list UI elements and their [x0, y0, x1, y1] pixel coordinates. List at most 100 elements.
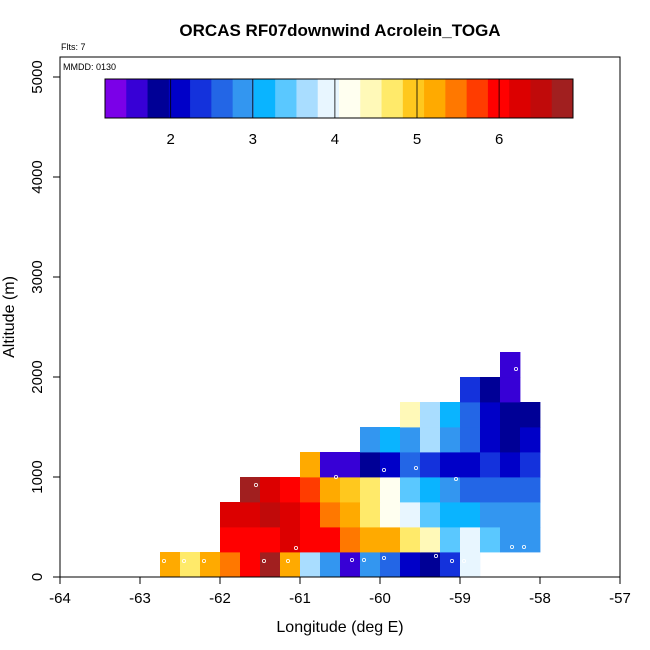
heatmap-cell	[460, 477, 481, 503]
y-tick-label: 1000	[29, 460, 46, 493]
heatmap-cell	[260, 477, 281, 503]
heatmap-cell	[460, 402, 481, 428]
date-annotation: MMDD: 0130	[63, 62, 116, 72]
colorbar: 2 3 4 5 6	[104, 78, 574, 148]
x-tick-label: -64	[49, 590, 71, 607]
colorbar-swatch	[339, 79, 361, 118]
x-tick-label: -58	[529, 590, 551, 607]
colorbar-tick-label: 6	[495, 131, 503, 148]
colorbar-swatch	[105, 79, 127, 118]
heatmap-cell	[300, 552, 321, 578]
heatmap-cell	[520, 502, 541, 528]
flights-annotation: Flts: 7	[61, 42, 86, 52]
colorbar-swatch	[381, 79, 404, 118]
heatmap-cell	[280, 477, 301, 503]
heatmap-cell	[460, 527, 481, 553]
heatmap-cell	[300, 452, 321, 478]
colorbar-swatch	[253, 79, 276, 118]
heatmap-cell	[280, 527, 301, 553]
sample-point	[522, 545, 527, 550]
heatmap-cell	[360, 452, 381, 478]
x-tick-label: -60	[369, 590, 391, 607]
sample-point	[261, 559, 266, 564]
y-tick-label: 2000	[29, 360, 46, 393]
heatmap-cell	[380, 452, 401, 478]
heatmap-cell	[340, 502, 361, 528]
heatmap-cell	[280, 552, 301, 578]
colorbar-tick-label: 5	[413, 131, 421, 148]
colorbar-swatch	[402, 79, 425, 118]
colorbar-swatch	[424, 79, 446, 118]
heatmap-cell	[500, 402, 521, 428]
heatmap-cell	[460, 427, 481, 453]
heatmap-cell	[400, 527, 421, 553]
heatmap-cell	[300, 527, 321, 553]
colorbar-swatch	[211, 79, 234, 118]
heatmap-cell	[440, 402, 461, 428]
sample-point	[413, 465, 418, 470]
heatmap-cell	[300, 502, 321, 528]
heatmap-cell	[520, 452, 541, 478]
heatmap-cell	[160, 552, 181, 578]
heatmap-cell	[500, 377, 521, 403]
heatmap-cell	[400, 452, 421, 478]
heatmap-cell	[420, 452, 441, 478]
sample-point	[201, 559, 206, 564]
heatmap-cell	[220, 502, 241, 528]
heatmap-cell	[500, 452, 521, 478]
heatmap-cell	[360, 502, 381, 528]
colorbar-swatch	[168, 79, 191, 118]
sample-point	[285, 559, 290, 564]
heatmap-cell	[400, 502, 421, 528]
heatmap-cell	[300, 477, 321, 503]
heatmap-cell	[360, 552, 381, 578]
heatmap-cell	[420, 477, 441, 503]
heatmap-cell	[380, 427, 401, 453]
sample-point	[293, 546, 298, 551]
heatmap-cell	[400, 402, 421, 428]
heatmap-cell	[400, 477, 421, 503]
sample-point	[253, 482, 258, 487]
heatmap-cell	[480, 502, 501, 528]
sample-point	[381, 556, 386, 561]
heatmap-cell	[340, 452, 361, 478]
heatmap-cell	[340, 477, 361, 503]
heatmap-cell	[380, 477, 401, 503]
heatmap-cell	[520, 427, 541, 453]
colorbar-swatch	[147, 79, 170, 118]
colorbar-frame	[104, 78, 574, 119]
sample-points	[161, 366, 527, 564]
heatmap-cell	[240, 527, 261, 553]
chart-title: ORCAS RF07downwind Acrolein_TOGA	[179, 21, 500, 40]
sample-point	[461, 559, 466, 564]
heatmap-cell	[480, 377, 501, 403]
heatmap-cell	[460, 452, 481, 478]
colorbar-swatch	[466, 79, 489, 118]
heatmap-cell	[480, 402, 501, 428]
x-tick-label: -57	[609, 590, 631, 607]
heatmap-cell	[320, 477, 341, 503]
heatmap-cell	[480, 477, 501, 503]
heatmap-cell	[220, 552, 241, 578]
sample-point	[361, 558, 366, 563]
heatmap-cell	[420, 552, 441, 578]
sample-point	[514, 366, 519, 371]
y-tick-label: 4000	[29, 160, 46, 193]
heatmap-cell	[280, 502, 301, 528]
heatmap-cell	[400, 427, 421, 453]
heatmap-cell	[440, 477, 461, 503]
heatmap-cell	[320, 502, 341, 528]
heatmap-cell	[260, 527, 281, 553]
heatmap-cell	[380, 527, 401, 553]
sample-point	[333, 474, 338, 479]
sample-point	[509, 545, 514, 550]
colorbar-swatch	[232, 79, 255, 118]
heatmap-cell	[460, 502, 481, 528]
heatmap-cell	[380, 502, 401, 528]
y-axis: 0 1000 2000 3000 4000 5000	[29, 57, 61, 581]
heatmap-cell	[320, 552, 341, 578]
y-tick-label: 5000	[29, 60, 46, 93]
colorbar-swatch	[275, 79, 297, 118]
colorbar-swatch	[190, 79, 212, 118]
x-tick-label: -62	[209, 590, 231, 607]
